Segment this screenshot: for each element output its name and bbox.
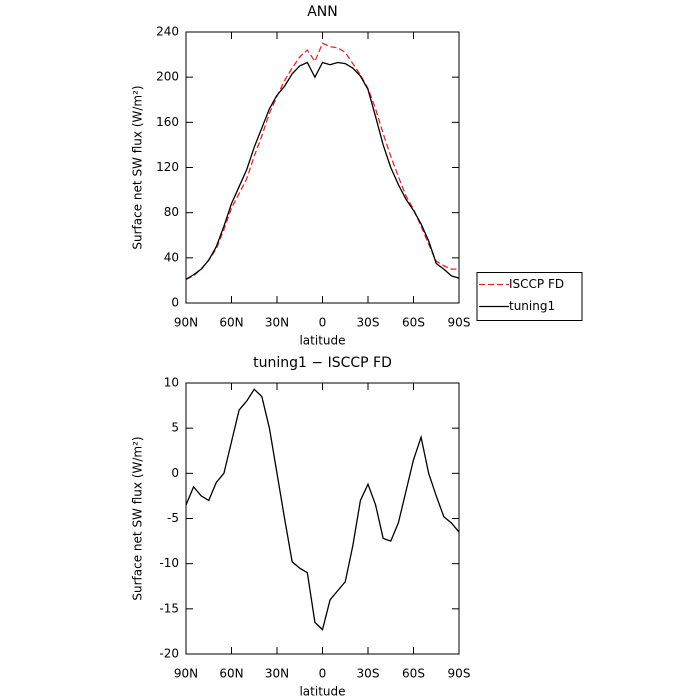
y-tick-label: 10 xyxy=(164,376,179,390)
x-tick-label: 60S xyxy=(402,316,425,330)
y-axis-label: Surface net SW flux (W/m²) xyxy=(131,85,145,249)
x-tick-label: 60N xyxy=(219,667,243,681)
y-tick-label: -10 xyxy=(159,556,179,570)
x-axis-label: latitude xyxy=(299,334,345,348)
y-tick-label: -20 xyxy=(159,647,179,661)
plot-frame xyxy=(185,31,460,304)
plot-frame xyxy=(185,382,460,655)
legend-label: tuning1 xyxy=(509,299,555,313)
x-tick-label: 30S xyxy=(357,316,380,330)
x-tick-label: 0 xyxy=(319,667,327,681)
y-tick-label: 80 xyxy=(164,205,179,219)
y-tick-label: 240 xyxy=(156,25,179,39)
y-tick-label: 40 xyxy=(164,250,179,264)
x-tick-label: 30S xyxy=(357,667,380,681)
data-line xyxy=(185,42,459,280)
y-tick-label: 0 xyxy=(171,466,179,480)
x-tick-label: 90N xyxy=(174,667,198,681)
x-tick-label: 90N xyxy=(174,316,198,330)
data-line xyxy=(185,61,460,280)
x-tick-label: 60S xyxy=(402,667,425,681)
y-tick-label: 200 xyxy=(156,70,179,84)
x-tick-label: 0 xyxy=(319,316,327,330)
y-tick-label: 160 xyxy=(156,115,179,129)
y-tick-label: 120 xyxy=(156,160,179,174)
y-axis-label: Surface net SW flux (W/m²) xyxy=(131,436,145,600)
x-tick-label: 30N xyxy=(265,667,289,681)
chart-title: ANN xyxy=(307,4,338,20)
x-tick-label: 30N xyxy=(265,316,289,330)
y-tick-label: -5 xyxy=(167,511,179,525)
y-tick-label: 5 xyxy=(171,421,179,435)
x-tick-label: 60N xyxy=(219,316,243,330)
x-axis-label: latitude xyxy=(299,685,345,699)
x-tick-label: 90S xyxy=(448,316,471,330)
x-tick-label: 90S xyxy=(448,667,471,681)
y-tick-label: -15 xyxy=(159,601,179,615)
legend-label: ISCCP FD xyxy=(509,277,564,291)
y-tick-label: 0 xyxy=(171,296,179,310)
chart-title: tuning1 − ISCCP FD xyxy=(253,355,392,371)
data-line xyxy=(185,388,460,631)
legend-box xyxy=(476,272,583,321)
